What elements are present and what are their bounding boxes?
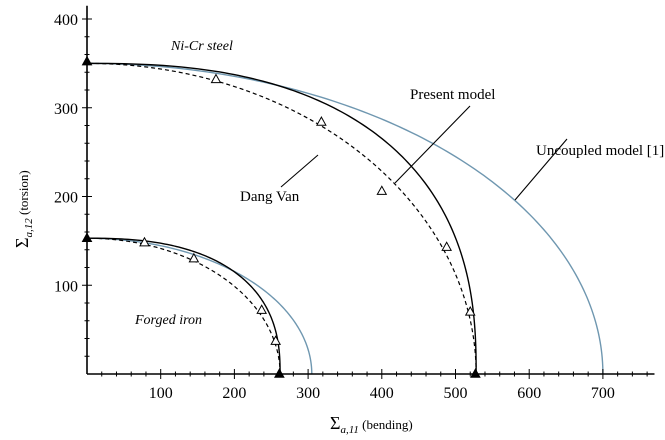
experimental-point-marker (316, 116, 327, 126)
x-tick-label: 500 (444, 385, 468, 402)
axis-point-marker (470, 368, 481, 378)
experimental-point-marker (270, 335, 282, 345)
y-axis-symbol: Σ (12, 238, 32, 248)
experimental-point-marker (139, 236, 150, 247)
ni-cr-steel-solid-blue-curve (86, 62, 604, 375)
x-axis-subscript: a,11 (340, 424, 358, 436)
uncoupled-model-leader (514, 138, 568, 201)
experimental-point-marker (188, 252, 200, 263)
dang-van-label: Dang Van (240, 189, 300, 205)
x-tick-label: 600 (517, 385, 541, 402)
forged-iron-solid-blue-curve (86, 237, 313, 375)
x-axis-title: Σa,11 (bending) (330, 413, 413, 436)
ni-cr-steel-dashed-black-curve (86, 62, 477, 375)
present-model-leader (394, 105, 471, 184)
y-axis-subscript: a,12 (23, 218, 35, 238)
dang-van-leader (280, 154, 319, 188)
x-tick-label: 100 (149, 385, 173, 402)
experimental-point-marker (210, 73, 222, 84)
tick-labels-layer: 100 200 300 400 500 600 700 100 200 300 400 (54, 12, 615, 402)
ni-cr-steel-label: Ni-Cr steel (170, 39, 233, 54)
forged-iron-solid-black-curve (86, 237, 281, 375)
y-axis-text: (torsion) (16, 170, 31, 218)
x-tick-label: 700 (591, 385, 615, 402)
x-axis-symbol: Σ (330, 413, 340, 433)
x-axis-text: (bending) (359, 417, 413, 432)
axis-point-marker (274, 368, 285, 378)
axes-layer (82, 5, 655, 379)
y-tick-label: 400 (54, 12, 78, 29)
x-tick-label: 300 (296, 385, 320, 402)
experimental-point-marker (256, 304, 268, 314)
y-tick-label: 100 (54, 278, 78, 295)
forged-iron-label: Forged iron (134, 313, 202, 328)
experimental-point-marker (441, 241, 453, 251)
y-tick-label: 200 (54, 190, 78, 207)
markers-layer (81, 55, 481, 378)
x-tick-label: 200 (222, 385, 246, 402)
forged-iron-dashed-black-curve (86, 237, 281, 375)
y-axis-title: Σa,12 (torsion) (12, 170, 35, 248)
experimental-point-marker (464, 305, 476, 316)
y-tick-label: 300 (54, 101, 78, 118)
x-tick-label: 400 (370, 385, 394, 402)
present-model-label: Present model (410, 87, 495, 103)
uncoupled-model-label: Uncoupled model [1] (536, 143, 664, 159)
experimental-point-marker (376, 185, 388, 195)
ni-cr-steel-solid-black-curve (86, 62, 477, 375)
